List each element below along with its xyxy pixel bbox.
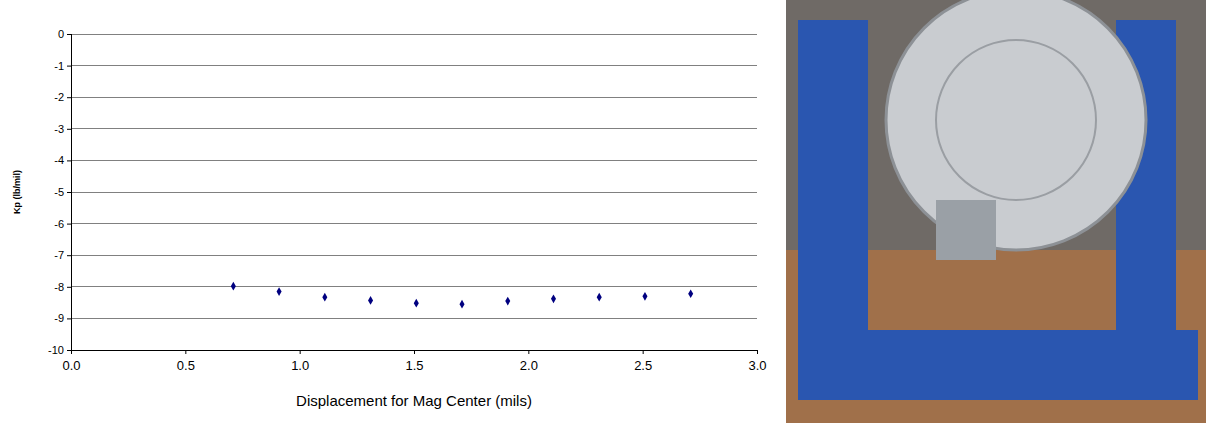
y-tick-label: -6 <box>54 218 64 230</box>
y-tick: -10 <box>48 344 71 356</box>
y-tick-mark <box>67 97 71 98</box>
x-tick-label: 3.0 <box>748 358 766 373</box>
y-tick: -8 <box>54 281 71 293</box>
grid-line <box>71 318 757 319</box>
x-tick-label: 2.5 <box>634 358 652 373</box>
x-tick: 1.5 <box>405 350 423 373</box>
y-tick: -5 <box>54 186 71 198</box>
y-tick: -2 <box>54 91 71 103</box>
x-tick-mark <box>300 350 301 354</box>
y-tick-mark <box>67 66 71 67</box>
data-point <box>688 289 693 298</box>
photo <box>786 0 1206 423</box>
bearing-inner <box>936 40 1096 200</box>
x-tick: 3.0 <box>748 350 766 373</box>
data-point <box>551 294 556 303</box>
x-tick-label: 2.0 <box>520 358 538 373</box>
y-tick-label: -2 <box>54 91 64 103</box>
x-tick: 0.5 <box>177 350 195 373</box>
y-tick-mark <box>67 224 71 225</box>
x-tick-label: 1.0 <box>291 358 309 373</box>
y-tick: 0 <box>58 28 71 40</box>
y-tick: -7 <box>54 249 71 261</box>
y-tick-mark <box>67 350 71 351</box>
data-point <box>505 297 510 306</box>
grid-line <box>71 97 757 98</box>
x-tick-label: 0.0 <box>62 358 80 373</box>
x-axis-line <box>72 351 758 355</box>
y-tick: -1 <box>54 60 71 72</box>
y-tick: -3 <box>54 123 71 135</box>
grid-line <box>71 192 757 193</box>
y-tick-mark <box>67 160 71 161</box>
data-point <box>322 293 327 302</box>
y-tick: -9 <box>54 312 71 324</box>
data-point <box>597 293 602 302</box>
x-tick-label: 0.5 <box>177 358 195 373</box>
y-tick-mark <box>67 255 71 256</box>
data-point <box>414 299 419 308</box>
x-tick: 2.5 <box>634 350 652 373</box>
plot: 0 -1 -2 -3 -4 -5 -6 -7 -8 -9 -10 0.0 0.5 1.0 1.5 2.0 2.5… <box>48 28 766 373</box>
y-axis: 0 -1 -2 -3 -4 -5 -6 -7 -8 -9 -10 <box>48 28 71 356</box>
y-axis-title: Kp (lb/mil) <box>12 170 22 214</box>
y-tick-label: -7 <box>54 249 64 261</box>
y-tick-label: 0 <box>58 28 64 40</box>
data-point <box>368 296 373 305</box>
x-tick: 2.0 <box>520 350 538 373</box>
x-tick-mark <box>757 350 758 354</box>
points <box>231 282 693 309</box>
grid-line <box>71 255 757 256</box>
x-tick-mark <box>185 350 186 354</box>
grid-line <box>71 223 757 224</box>
grid-line <box>71 160 757 161</box>
y-tick-mark <box>67 34 71 35</box>
grid-line <box>71 286 757 287</box>
y-tick: -4 <box>54 154 71 166</box>
y-tick: -6 <box>54 218 71 230</box>
x-tick: 0.0 <box>62 350 80 373</box>
bearing-housing <box>886 0 1146 250</box>
y-tick-label: -1 <box>54 60 64 72</box>
y-tick-mark <box>67 318 71 319</box>
x-tick-label: 1.5 <box>405 358 423 373</box>
grid <box>71 34 757 350</box>
grid-line <box>71 34 757 35</box>
y-tick-mark <box>67 192 71 193</box>
x-tick: 1.0 <box>291 350 309 373</box>
x-tick-mark <box>643 350 644 354</box>
y-tick-label: -4 <box>54 154 64 166</box>
data-point <box>231 282 236 291</box>
grid-line <box>71 65 757 66</box>
y-axis-line <box>67 35 72 351</box>
x-axis: 0.0 0.5 1.0 1.5 2.0 2.5 3.0 <box>62 350 766 373</box>
x-tick-mark <box>71 350 72 354</box>
y-tick-label: -5 <box>54 186 64 198</box>
y-tick-mark <box>67 287 71 288</box>
sensor <box>936 200 996 260</box>
data-point <box>460 300 465 309</box>
y-tick-mark <box>67 129 71 130</box>
y-tick-label: -10 <box>48 344 64 356</box>
y-tick-label: -8 <box>54 281 64 293</box>
y-tick-label: -9 <box>54 312 64 324</box>
y-tick-label: -3 <box>54 123 64 135</box>
grid-line <box>71 128 757 129</box>
x-axis-title: Displacement for Mag Center (mils) <box>296 392 532 409</box>
data-point <box>642 292 647 301</box>
data-point <box>277 287 282 296</box>
x-tick-mark <box>528 350 529 354</box>
x-tick-mark <box>414 350 415 354</box>
